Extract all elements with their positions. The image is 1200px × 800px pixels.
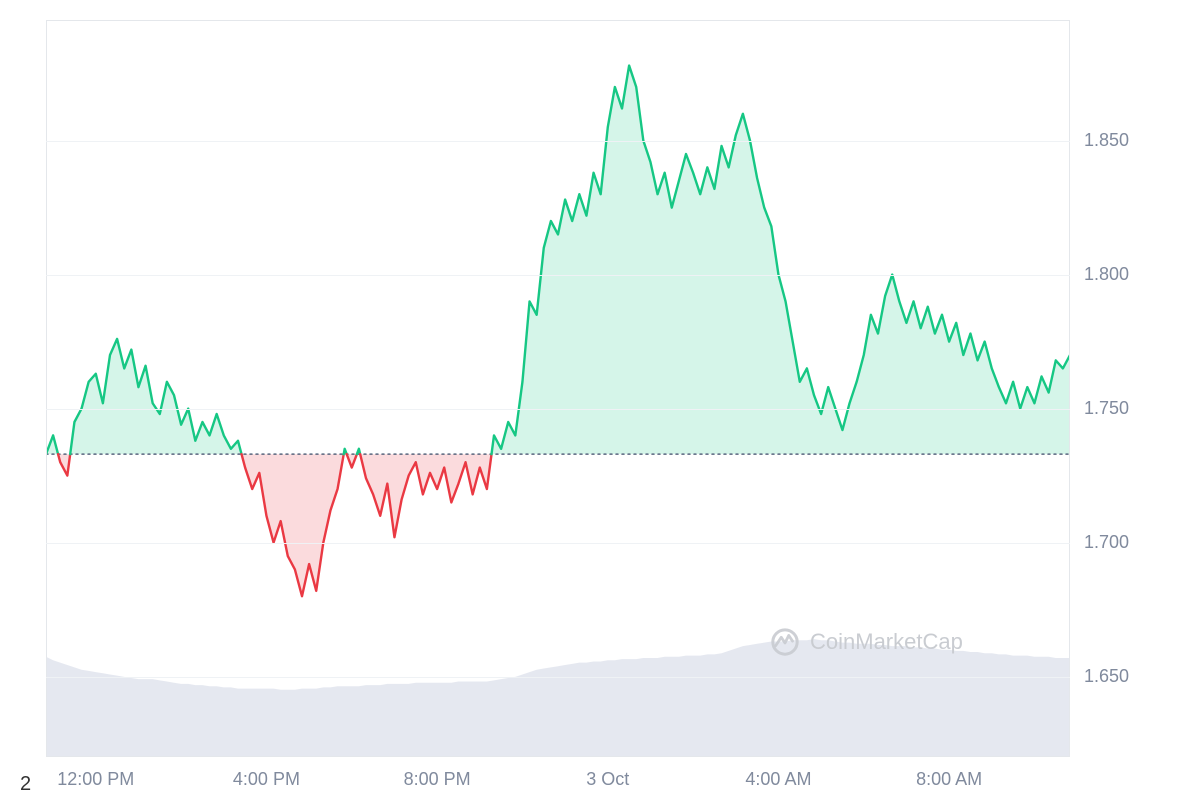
corner-label: 2 [20, 773, 31, 796]
price-chart-plot [0, 0, 1200, 800]
